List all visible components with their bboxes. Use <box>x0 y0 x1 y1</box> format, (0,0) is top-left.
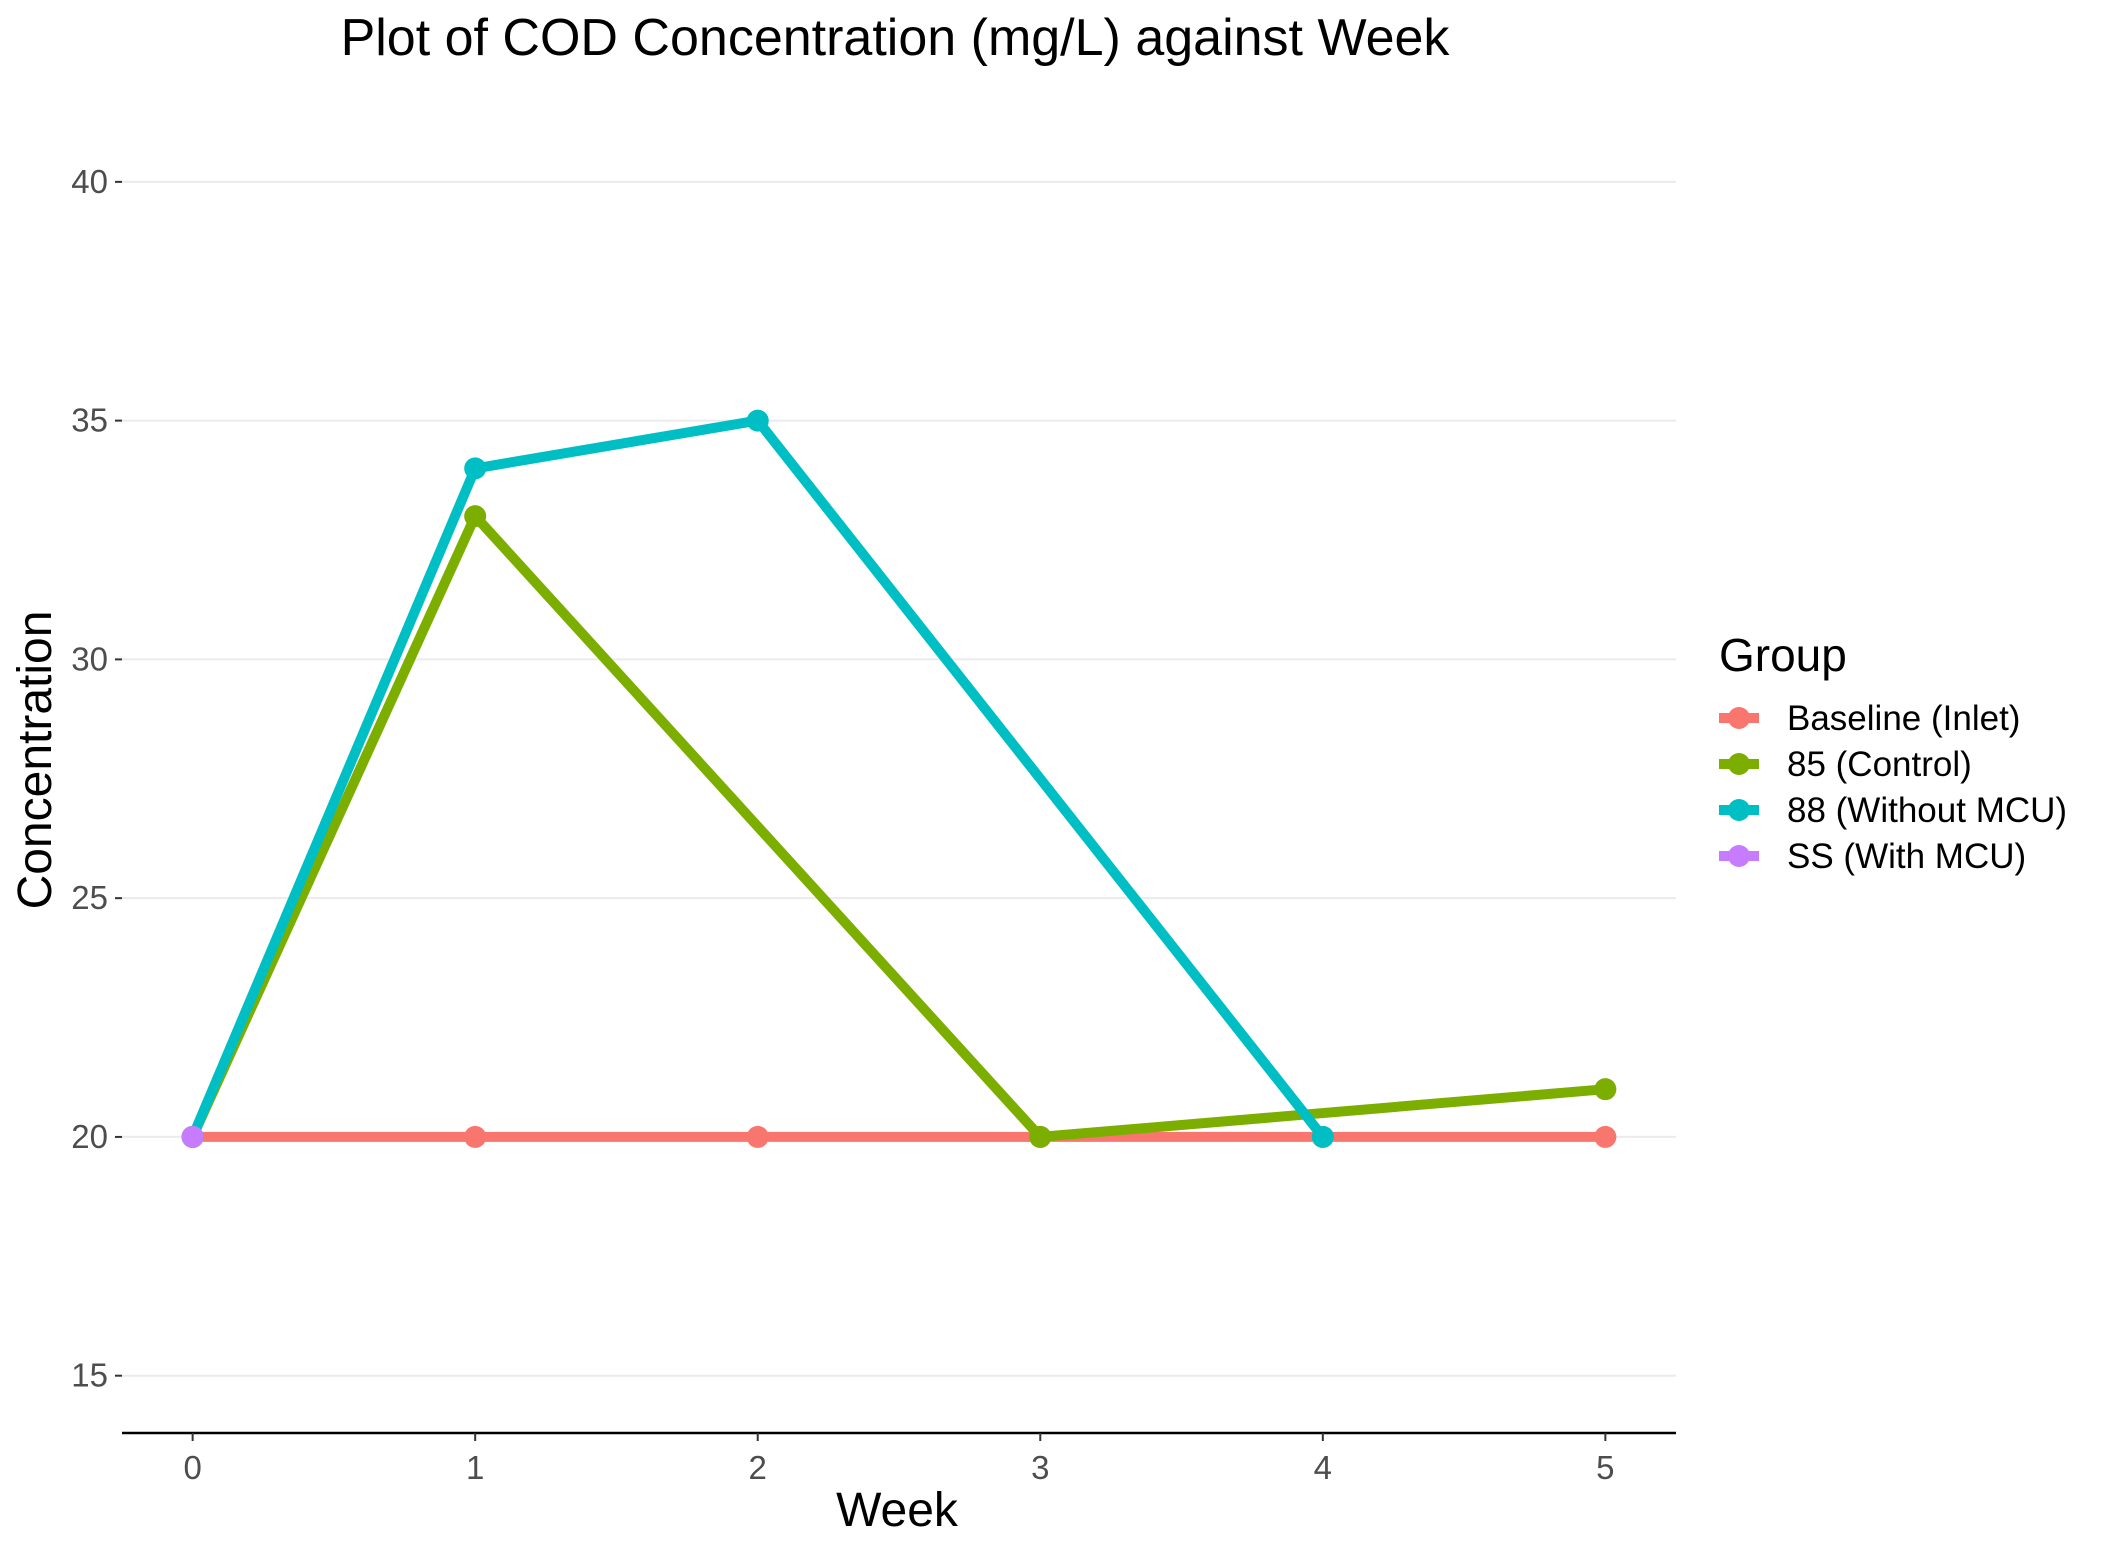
y-axis-title: Concentration <box>9 611 62 910</box>
y-tick-label: 25 <box>71 879 108 916</box>
x-axis: 0 1 2 3 4 5 <box>122 1431 1676 1486</box>
legend-label: SS (With MCU) <box>1787 837 2026 876</box>
y-tick-label: 20 <box>71 1118 108 1155</box>
legend-key-point <box>1728 845 1750 867</box>
legend-item: 88 (Without MCU) <box>1719 791 2067 830</box>
legend-title: Group <box>1719 629 1847 681</box>
series-point-2 <box>746 409 769 432</box>
series-point-0 <box>464 1125 487 1148</box>
series-point-1 <box>1029 1125 1052 1148</box>
series-point-2 <box>1311 1125 1334 1148</box>
y-tick-label: 40 <box>71 163 108 200</box>
y-tick-label: 30 <box>71 640 108 677</box>
legend: Group Baseline (Inlet) 85 (Control) 88 (Wi… <box>1719 629 2067 876</box>
data-series <box>181 409 1617 1148</box>
legend-key-point <box>1728 753 1750 775</box>
legend-label: 85 (Control) <box>1787 745 1972 784</box>
x-tick-label: 0 <box>183 1449 201 1486</box>
legend-item: Baseline (Inlet) <box>1719 699 2020 738</box>
x-tick-label: 5 <box>1596 1449 1614 1486</box>
x-tick-label: 1 <box>466 1449 484 1486</box>
y-tick-label: 15 <box>71 1357 108 1394</box>
x-axis-title: Week <box>836 1484 959 1536</box>
series-point-0 <box>1594 1125 1617 1148</box>
y-tick-label: 35 <box>71 402 108 439</box>
legend-label: Baseline (Inlet) <box>1787 699 2020 738</box>
x-tick-label: 2 <box>749 1449 767 1486</box>
x-tick-label: 4 <box>1314 1449 1332 1486</box>
legend-item: SS (With MCU) <box>1719 837 2026 876</box>
series-point-1 <box>1594 1078 1617 1101</box>
chart-title: Plot of COD Concentration (mg/L) against… <box>341 9 1451 67</box>
y-axis: 15 20 25 30 35 40 <box>71 163 122 1394</box>
series-point-3 <box>181 1125 204 1148</box>
legend-key-point <box>1728 707 1750 729</box>
x-tick-label: 3 <box>1031 1449 1049 1486</box>
legend-label: 88 (Without MCU) <box>1787 791 2067 830</box>
series-point-0 <box>746 1125 769 1148</box>
series-line-2 <box>187 415 1327 1140</box>
series-point-2 <box>464 457 487 480</box>
legend-item: 85 (Control) <box>1719 745 1972 784</box>
legend-key-point <box>1728 799 1750 821</box>
series-line-1 <box>188 511 1606 1142</box>
series-point-1 <box>464 505 487 528</box>
